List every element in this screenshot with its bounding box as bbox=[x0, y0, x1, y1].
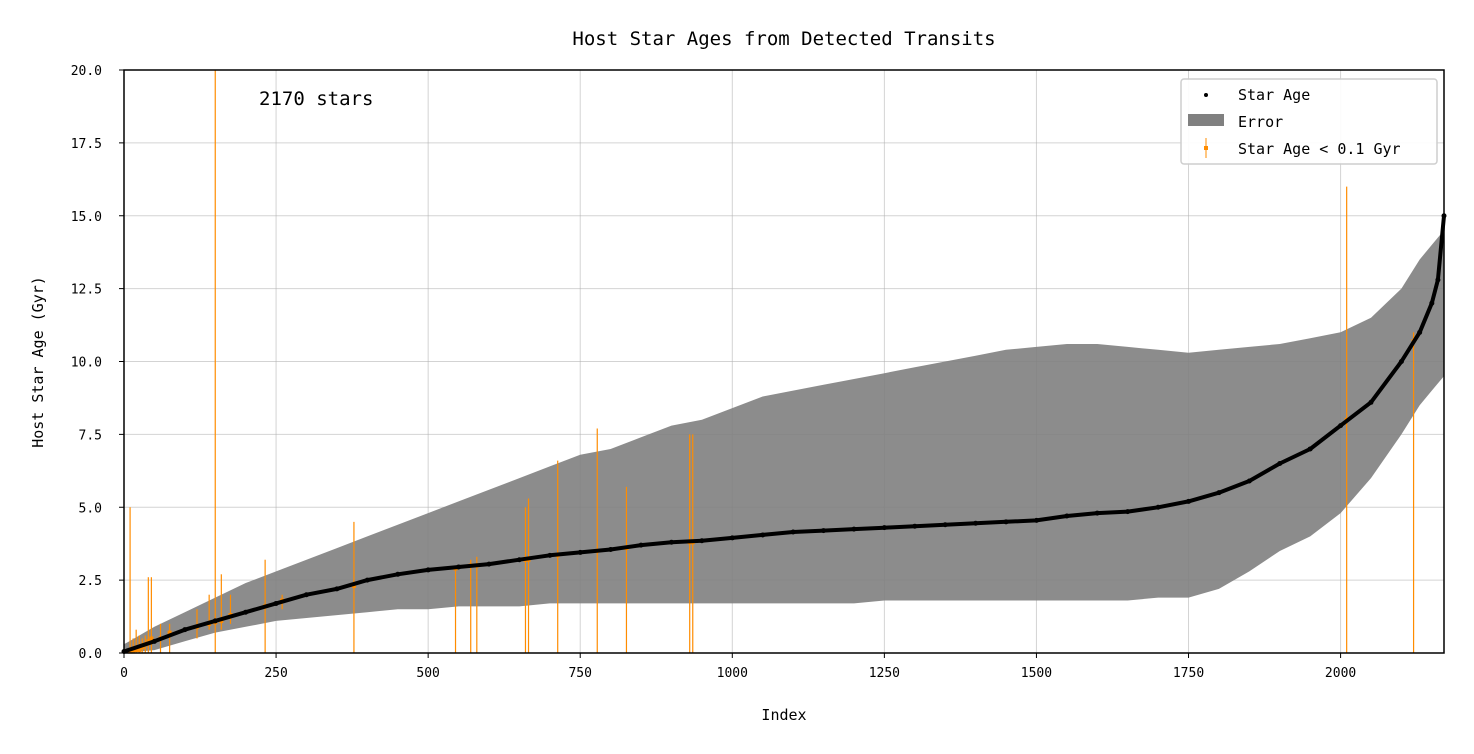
legend-marker-young-point bbox=[1204, 146, 1208, 150]
star-age-curve bbox=[123, 215, 1446, 654]
y-tick-label: 12.5 bbox=[71, 283, 102, 298]
young-star-point bbox=[134, 648, 139, 653]
y-tick-label: 2.5 bbox=[79, 574, 102, 589]
error-band-area bbox=[124, 230, 1444, 654]
y-tick-label: 15.0 bbox=[71, 210, 102, 225]
chart-title: Host Star Ages from Detected Transits bbox=[572, 28, 995, 50]
star-age-points bbox=[121, 213, 1447, 655]
x-tick-label: 0 bbox=[120, 666, 128, 681]
legend-label-young: Star Age < 0.1 Gyr bbox=[1238, 140, 1401, 158]
y-axis-label: Host Star Age (Gyr) bbox=[29, 276, 47, 448]
young-star-point bbox=[131, 649, 136, 654]
legend-label-star-age: Star Age bbox=[1238, 86, 1310, 104]
legend-marker-star-age bbox=[1204, 93, 1208, 97]
y-tick-label: 5.0 bbox=[79, 501, 102, 516]
x-tick-label: 2000 bbox=[1325, 666, 1356, 681]
x-tick-label: 750 bbox=[568, 666, 591, 681]
x-tick-label: 1750 bbox=[1173, 666, 1204, 681]
y-tick-label: 10.0 bbox=[71, 356, 102, 371]
x-tick-label: 1000 bbox=[717, 666, 748, 681]
x-tick-label: 500 bbox=[416, 666, 439, 681]
young-star-point bbox=[137, 648, 142, 653]
y-tick-label: 17.5 bbox=[71, 137, 102, 152]
x-tick-label: 1250 bbox=[869, 666, 900, 681]
y-tick-label: 7.5 bbox=[79, 428, 102, 443]
young-star-point bbox=[149, 636, 154, 641]
legend-box bbox=[1180, 78, 1438, 165]
legend-label-error: Error bbox=[1238, 113, 1283, 131]
young-star-point bbox=[167, 630, 172, 635]
x-axis-ticks: 0 250 500 750 1000 1250 1500 1750 2000 bbox=[120, 653, 1356, 681]
error-band bbox=[124, 230, 1444, 654]
legend-marker-error bbox=[1188, 114, 1224, 126]
y-tick-label: 20.0 bbox=[71, 64, 102, 79]
x-axis-label: Index bbox=[761, 706, 806, 724]
legend: Star Age Error Star Age < 0.1 Gyr bbox=[1180, 78, 1438, 165]
y-axis-ticks: 0.0 2.5 5.0 7.5 10.0 12.5 15.0 17.5 20.0 bbox=[71, 64, 124, 662]
x-tick-label: 1500 bbox=[1021, 666, 1052, 681]
star-count-annotation: 2170 stars bbox=[259, 88, 373, 110]
y-tick-label: 0.0 bbox=[79, 647, 102, 662]
x-tick-label: 250 bbox=[264, 666, 287, 681]
